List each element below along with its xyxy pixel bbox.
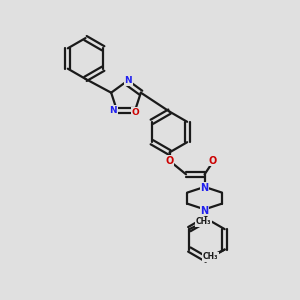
Text: O: O — [209, 155, 217, 166]
Text: CH₃: CH₃ — [203, 252, 218, 261]
Text: N: N — [110, 106, 117, 115]
Text: N: N — [124, 76, 132, 85]
Text: N: N — [200, 183, 209, 193]
Text: O: O — [165, 156, 174, 166]
Text: O: O — [131, 108, 139, 117]
Text: CH₃: CH₃ — [196, 218, 211, 226]
Text: N: N — [200, 206, 209, 215]
